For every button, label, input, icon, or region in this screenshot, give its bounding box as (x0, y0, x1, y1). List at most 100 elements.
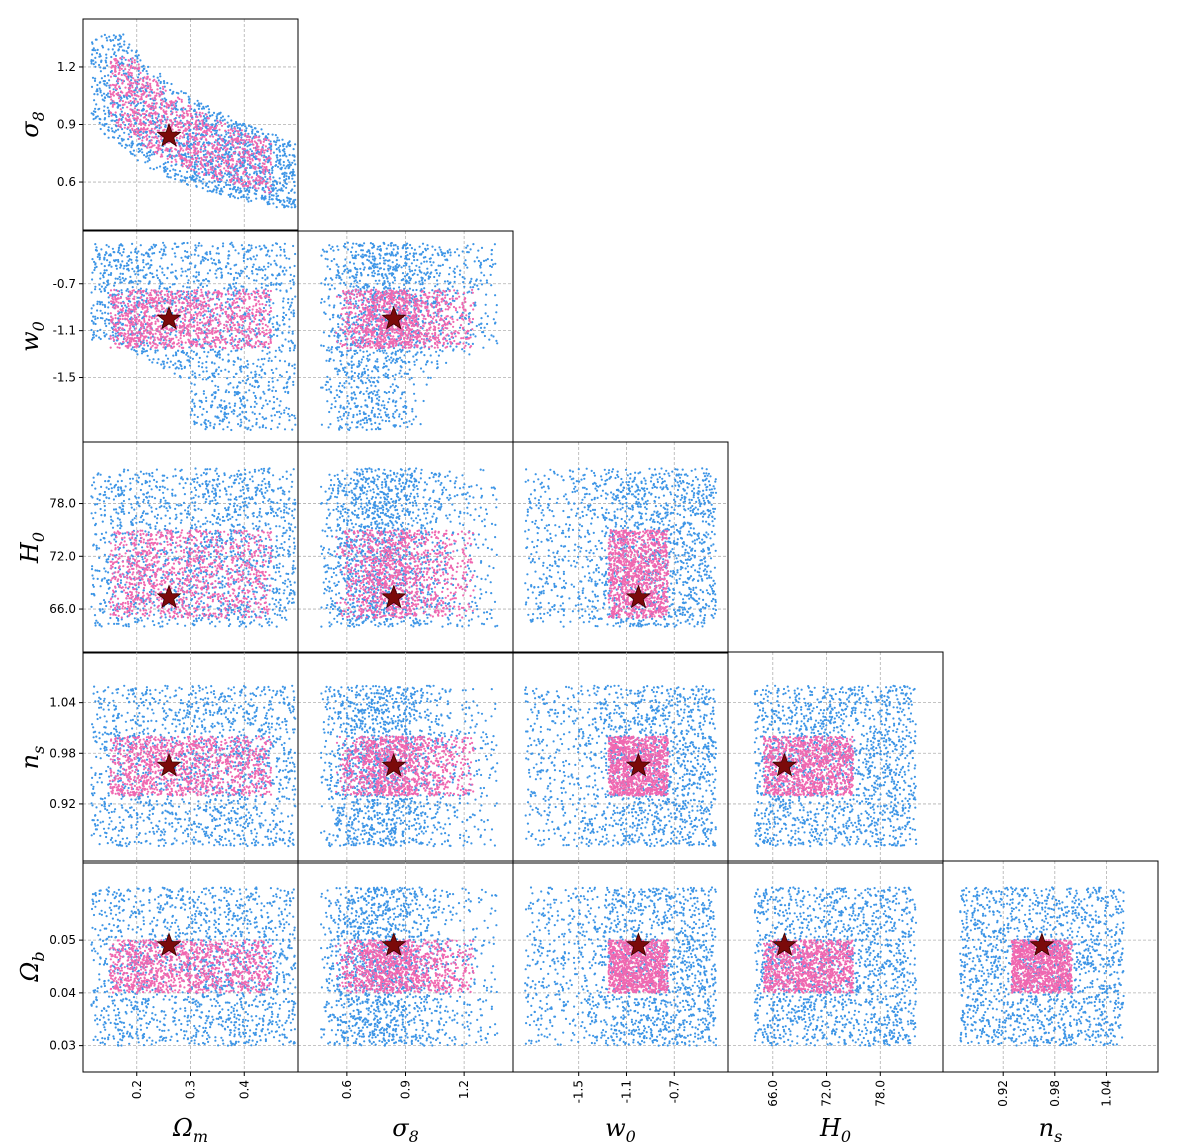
prior-point (123, 50, 125, 52)
prior-point (91, 49, 93, 51)
prior-point (290, 171, 292, 173)
prior-point (225, 182, 227, 184)
prior-point (146, 73, 148, 75)
prior-point (205, 185, 207, 187)
prior-point (279, 182, 281, 184)
prior-point (227, 132, 229, 134)
prior-point (99, 82, 101, 84)
prior-point (248, 197, 250, 199)
prior-point (203, 107, 205, 109)
prior-point (122, 33, 124, 35)
prior-point (120, 38, 122, 40)
prior-point (235, 121, 237, 123)
prior-point (293, 148, 295, 150)
prior-point (245, 127, 247, 129)
prior-point (156, 167, 158, 169)
prior-point (208, 111, 210, 113)
prior-point (185, 92, 187, 94)
prior-point (294, 206, 296, 208)
prior-point (158, 115, 160, 117)
prior-point (124, 124, 126, 126)
prior-point (198, 168, 200, 170)
prior-point (171, 157, 173, 159)
prior-point (95, 61, 97, 63)
prior-point (229, 184, 231, 186)
prior-point (291, 206, 293, 208)
prior-point (111, 127, 113, 129)
prior-point (138, 148, 140, 150)
prior-point (104, 75, 106, 77)
prior-point (151, 153, 153, 155)
prior-point (104, 96, 106, 98)
prior-point (162, 151, 164, 153)
prior-point (262, 133, 264, 135)
prior-point (133, 150, 135, 152)
prior-point (136, 104, 138, 106)
prior-point (288, 192, 290, 194)
prior-point (249, 174, 251, 176)
prior-point (237, 197, 239, 199)
prior-point (248, 191, 250, 193)
prior-point (153, 75, 155, 77)
prior-point (285, 187, 287, 189)
prior-point (104, 83, 106, 85)
prior-point (108, 115, 110, 117)
prior-point (108, 130, 110, 132)
prior-point (211, 133, 213, 135)
prior-point (242, 159, 244, 161)
prior-point (93, 93, 95, 95)
prior-point (278, 147, 280, 149)
prior-point (247, 133, 249, 135)
prior-point (208, 181, 210, 183)
prior-point (285, 155, 287, 157)
prior-point (201, 171, 203, 173)
prior-point (271, 169, 273, 171)
prior-point (169, 170, 171, 172)
prior-point (285, 178, 287, 180)
prior-point (170, 176, 172, 178)
prior-point (264, 176, 266, 178)
prior-point (294, 163, 296, 165)
prior-point (225, 184, 227, 186)
prior-point (123, 139, 125, 141)
prior-point (279, 160, 281, 162)
prior-point (207, 186, 209, 188)
prior-point (239, 188, 241, 190)
prior-point (274, 180, 276, 182)
prior-point (94, 57, 96, 59)
prior-point (112, 48, 114, 50)
prior-point (220, 193, 222, 195)
prior-point (241, 196, 243, 198)
prior-point (117, 129, 119, 131)
prior-point (289, 144, 291, 146)
prior-point (249, 148, 251, 150)
prior-point (106, 82, 108, 84)
prior-point (286, 197, 288, 199)
prior-point (276, 198, 278, 200)
prior-point (167, 173, 169, 175)
prior-point (145, 131, 147, 133)
prior-point (276, 157, 278, 159)
prior-point (255, 190, 257, 192)
prior-point (184, 108, 186, 110)
prior-point (244, 144, 246, 146)
prior-point (244, 125, 246, 127)
prior-point (202, 178, 204, 180)
prior-point (93, 110, 95, 112)
prior-point (288, 141, 290, 143)
prior-point (159, 87, 161, 89)
prior-point (283, 148, 285, 150)
prior-point (184, 180, 186, 182)
prior-point (125, 73, 127, 75)
prior-point (216, 117, 218, 119)
prior-point (202, 150, 204, 152)
prior-point (276, 139, 278, 141)
prior-point (294, 185, 296, 187)
prior-point (188, 96, 190, 98)
prior-point (293, 171, 295, 173)
prior-point (128, 133, 130, 135)
prior-point (176, 140, 178, 142)
prior-point (240, 136, 242, 138)
prior-point (282, 184, 284, 186)
prior-point (121, 118, 123, 120)
